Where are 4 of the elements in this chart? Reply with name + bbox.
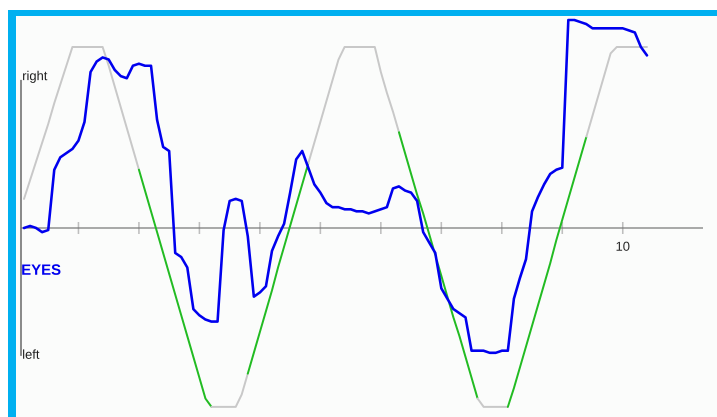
text: EYES [22, 264, 60, 275]
annotation: right [23, 70, 48, 83]
annotation: left [23, 349, 40, 359]
annotation: 10 [616, 242, 630, 251]
